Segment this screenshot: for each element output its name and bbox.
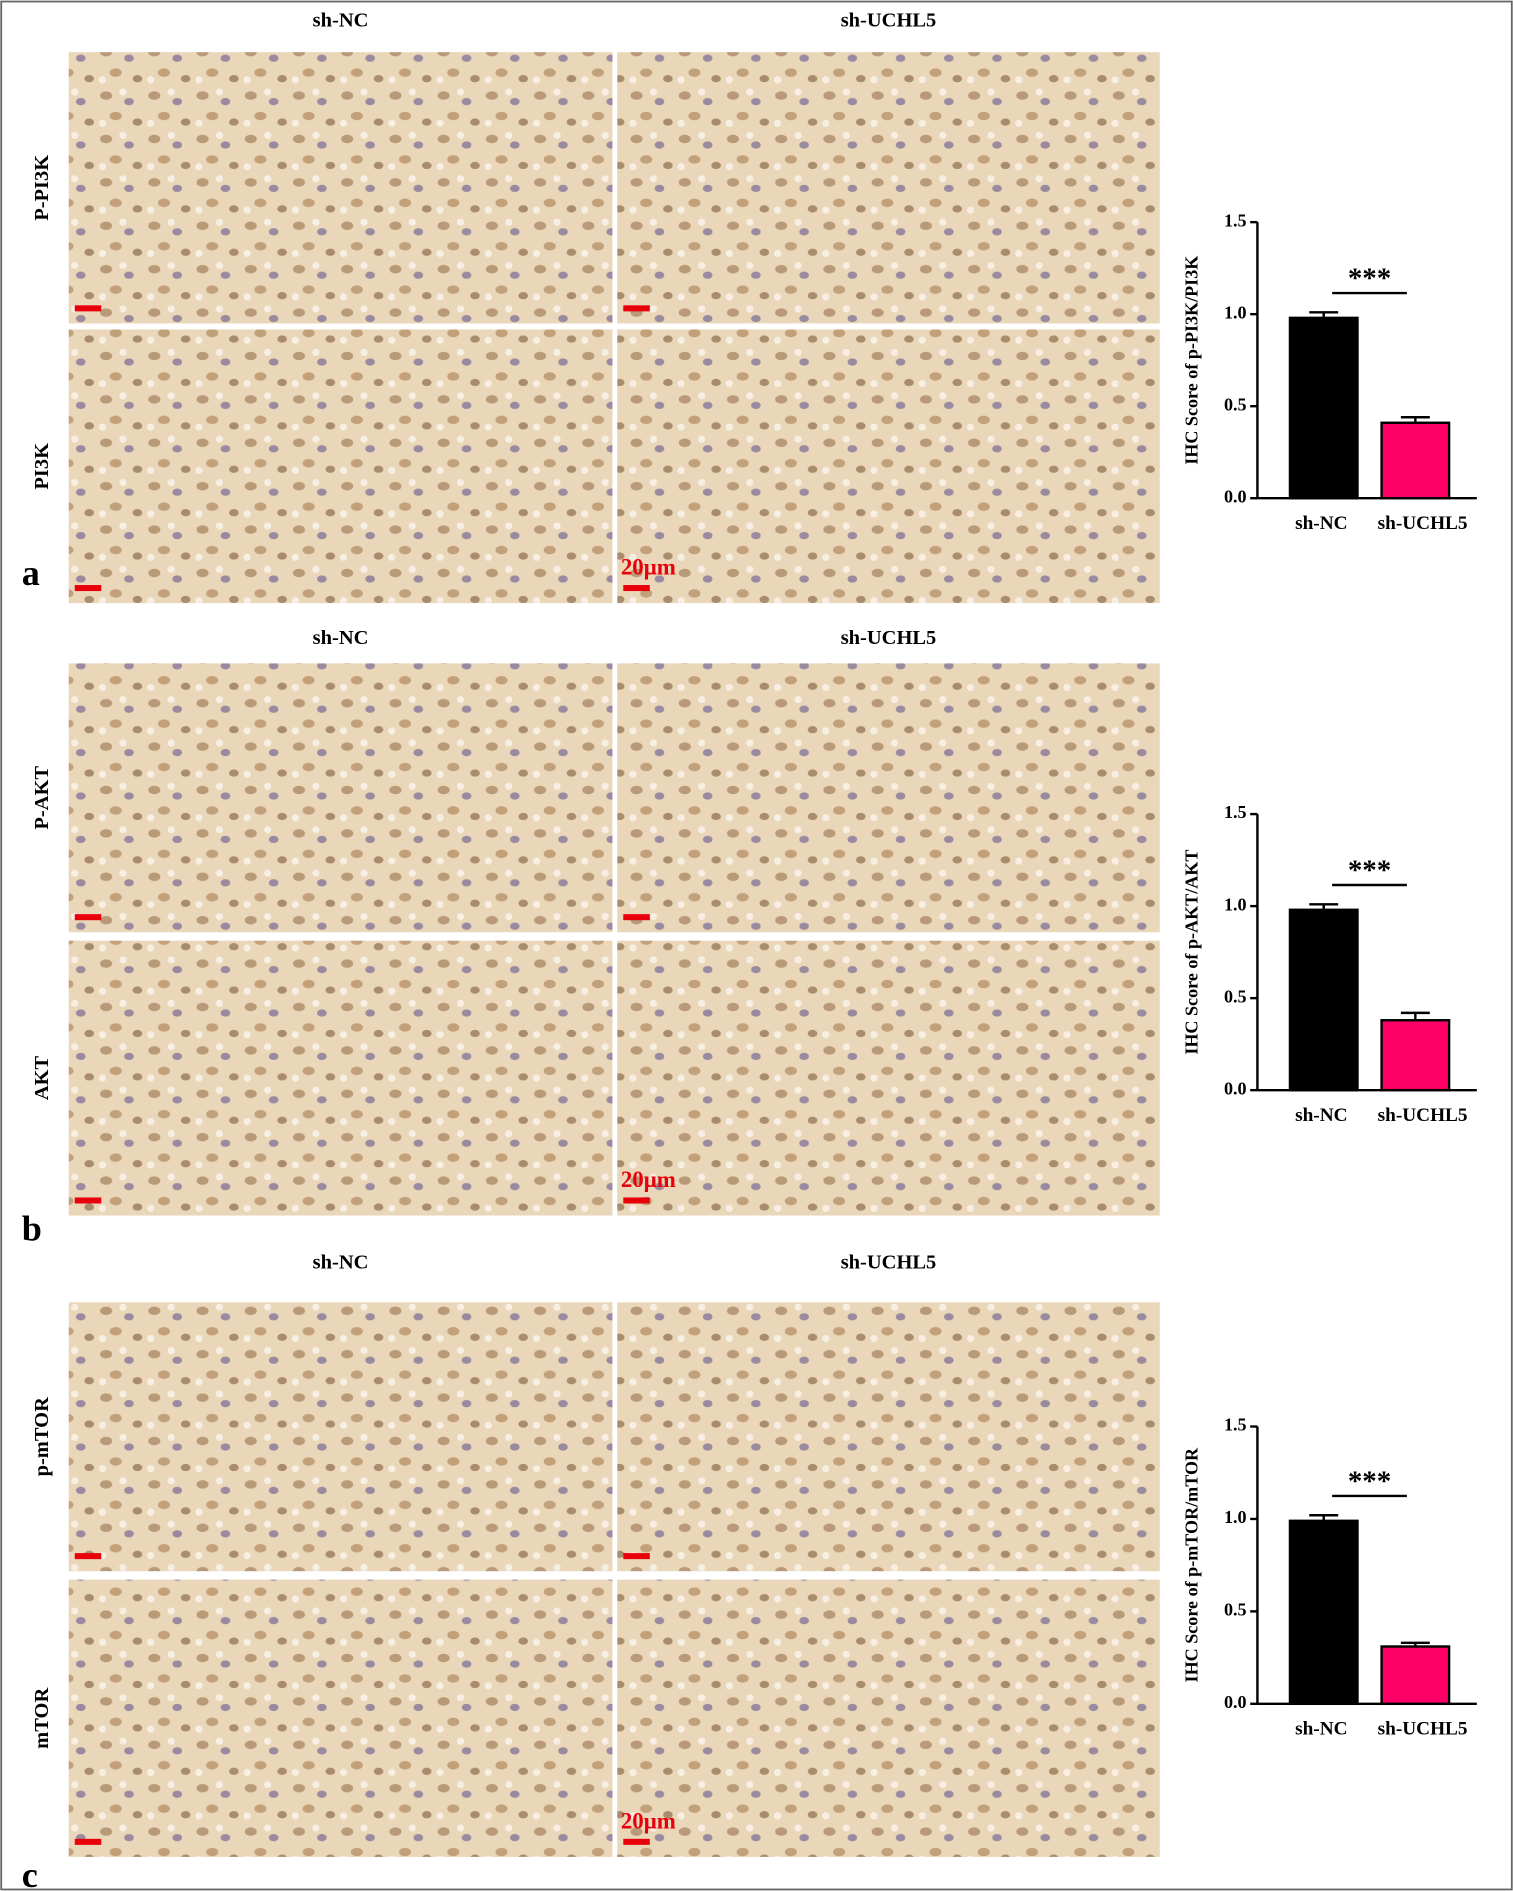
significance-label: ***: [1348, 263, 1391, 295]
y-tick-label: 0.5: [1224, 986, 1247, 1006]
error-bar: [1309, 903, 1339, 910]
scale-bar: [623, 305, 650, 312]
row-label: PI3K: [31, 443, 53, 490]
panel-label: a: [22, 553, 40, 593]
scale-bar: [623, 1197, 650, 1204]
error-bar: [1400, 1641, 1430, 1647]
bar: [1288, 908, 1359, 1092]
column-title: sh-NC: [313, 1251, 369, 1273]
x-tick-label: sh-UCHL5: [1378, 1105, 1468, 1126]
y-tick-label: 1.0: [1224, 1507, 1247, 1527]
micrograph: [617, 663, 1160, 933]
error-bar: [1400, 1011, 1430, 1021]
row-label: P-AKT: [31, 766, 53, 830]
y-tick-label: 0.5: [1224, 394, 1247, 414]
scale-bar: [623, 585, 650, 592]
micrograph: [68, 940, 613, 1216]
micrograph: [617, 52, 1160, 324]
y-tick-label: 1.0: [1224, 302, 1247, 322]
y-tick-label: 1.5: [1224, 1415, 1247, 1435]
scale-bar: [74, 1838, 102, 1845]
x-tick-label: sh-UCHL5: [1378, 513, 1468, 534]
row-label: AKT: [31, 1056, 53, 1101]
y-tick-label: 1.0: [1224, 894, 1247, 914]
x-tick-label: sh-UCHL5: [1378, 1719, 1468, 1740]
error-bar: [1309, 311, 1339, 318]
bar: [1380, 1019, 1451, 1092]
column-title: sh-UCHL5: [841, 1251, 937, 1273]
scale-bar: [74, 1553, 102, 1560]
error-bar: [1400, 416, 1430, 423]
micrograph: [617, 940, 1160, 1216]
bar: [1380, 1645, 1451, 1706]
panel-label: b: [22, 1209, 42, 1249]
micrograph: [617, 1302, 1160, 1572]
scale-bar: [74, 585, 102, 592]
y-axis-label: IHC Score of p-AKT/AKT: [1182, 850, 1202, 1055]
significance-label: ***: [1348, 1466, 1391, 1498]
y-tick-label: 0.0: [1224, 1078, 1247, 1098]
scale-label: 20μm: [621, 1167, 676, 1192]
column-title: sh-UCHL5: [841, 627, 937, 649]
scale-bar: [623, 1553, 650, 1560]
y-tick-label: 0.0: [1224, 486, 1247, 506]
scale-bar: [74, 305, 102, 312]
bar: [1380, 421, 1451, 500]
micrograph: [68, 1579, 613, 1857]
micrograph: [68, 329, 613, 604]
y-axis-label: IHC Score of p-PI3K/PI3K: [1182, 256, 1202, 465]
row-label: P-PI3K: [31, 155, 53, 221]
scale-bar: [74, 1197, 102, 1204]
micrograph: [68, 52, 613, 324]
error-bar: [1309, 1514, 1339, 1521]
y-tick-label: 1.5: [1224, 802, 1247, 822]
column-title: sh-NC: [313, 10, 369, 32]
scale-label: 20μm: [621, 555, 676, 580]
scale-bar: [74, 914, 102, 921]
row-label: mTOR: [31, 1688, 53, 1749]
x-tick-label: sh-NC: [1295, 1105, 1347, 1126]
scale-bar: [623, 914, 650, 921]
column-title: sh-UCHL5: [841, 10, 937, 32]
x-tick-label: sh-NC: [1295, 513, 1347, 534]
panel-label: c: [22, 1855, 38, 1891]
significance-label: ***: [1348, 855, 1391, 887]
bar: [1288, 1519, 1359, 1706]
micrograph: [68, 663, 613, 933]
micrograph: [68, 1302, 613, 1572]
micrograph: [617, 1579, 1160, 1857]
bar: [1288, 316, 1359, 500]
row-label: p-mTOR: [31, 1397, 53, 1477]
y-tick-label: 0.0: [1224, 1692, 1247, 1712]
x-tick-label: sh-NC: [1295, 1719, 1347, 1740]
y-tick-label: 1.5: [1224, 210, 1247, 230]
y-axis-label: IHC Score of p-mTOR/mTOR: [1182, 1447, 1202, 1682]
y-tick-label: 0.5: [1224, 1600, 1247, 1620]
scale-label: 20μm: [621, 1808, 676, 1833]
scale-bar: [623, 1838, 650, 1845]
micrograph: [617, 329, 1160, 604]
column-title: sh-NC: [313, 627, 369, 649]
